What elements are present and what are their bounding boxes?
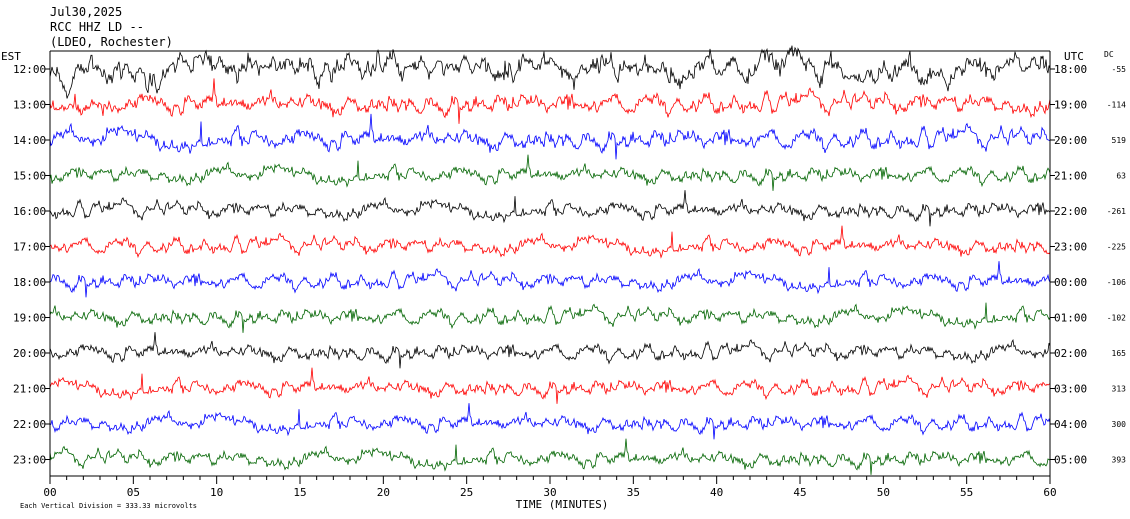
dc-offset-label: -114 xyxy=(1107,101,1126,110)
x-tick-label: 55 xyxy=(960,486,973,499)
utc-time-label: 22:00 xyxy=(1054,205,1087,218)
est-time-label: 18:00 xyxy=(13,276,46,289)
est-time-label: 20:00 xyxy=(13,347,46,360)
x-tick-label: 35 xyxy=(627,486,640,499)
trace-layer xyxy=(49,45,1051,475)
est-axis-title: EST xyxy=(1,50,21,63)
trace-line xyxy=(49,190,1051,227)
header-network: (LDEO, Rochester) xyxy=(50,35,173,49)
dc-offset-label: 313 xyxy=(1112,385,1127,394)
x-tick-label: 45 xyxy=(793,486,806,499)
dc-axis-title: DC xyxy=(1104,50,1114,59)
trace-line xyxy=(49,45,1051,99)
trace-line xyxy=(49,78,1051,124)
header-station: RCC HHZ LD -- xyxy=(50,20,144,34)
x-tick-label: 00 xyxy=(43,486,56,499)
utc-time-label: 05:00 xyxy=(1054,454,1087,467)
trace-line xyxy=(49,154,1051,191)
trace-line xyxy=(49,403,1051,440)
utc-time-label: 03:00 xyxy=(1054,383,1087,396)
utc-time-label: 04:00 xyxy=(1054,418,1087,431)
x-tick-label: 25 xyxy=(460,486,473,499)
x-tick-label: 05 xyxy=(127,486,140,499)
x-axis-ticks: 00 05 10 15 20 25 30 35 40 45 50 55 60 xyxy=(43,476,1057,499)
dc-offset-label: -225 xyxy=(1107,243,1126,252)
est-time-label: 12:00 xyxy=(13,63,46,76)
est-time-label: 13:00 xyxy=(13,99,46,112)
utc-time-label: 19:00 xyxy=(1054,99,1087,112)
x-tick-label: 30 xyxy=(543,486,556,499)
trace-line xyxy=(49,113,1051,160)
utc-time-label: 20:00 xyxy=(1054,134,1087,147)
trace-line xyxy=(49,332,1051,369)
x-tick-label: 15 xyxy=(293,486,306,499)
est-time-label: 17:00 xyxy=(13,241,46,254)
est-time-label: 14:00 xyxy=(13,134,46,147)
x-tick-label: 60 xyxy=(1043,486,1056,499)
dc-offset-label: -55 xyxy=(1112,65,1127,74)
dc-offset-label: -106 xyxy=(1107,278,1126,287)
trace-line xyxy=(49,438,1051,475)
utc-time-label: 21:00 xyxy=(1054,170,1087,183)
dc-offset-label: 300 xyxy=(1112,420,1127,429)
x-tick-label: 20 xyxy=(377,486,390,499)
trace-line xyxy=(49,261,1051,298)
est-time-label: 15:00 xyxy=(13,170,46,183)
dc-offset-label: -261 xyxy=(1107,207,1126,216)
dc-offset-label: 519 xyxy=(1112,136,1127,145)
x-tick-label: 40 xyxy=(710,486,723,499)
utc-time-label: 01:00 xyxy=(1054,312,1087,325)
trace-line xyxy=(49,302,1051,333)
est-time-label: 22:00 xyxy=(13,418,46,431)
x-axis-label: TIME (MINUTES) xyxy=(516,498,609,511)
x-tick-label: 50 xyxy=(877,486,890,499)
est-time-label: 21:00 xyxy=(13,383,46,396)
plot-frame xyxy=(49,50,1051,477)
est-time-label: 19:00 xyxy=(13,312,46,325)
dc-offset-label: -102 xyxy=(1107,314,1126,323)
utc-axis-title: UTC xyxy=(1064,50,1084,63)
trace-line xyxy=(49,367,1051,404)
header-date: Jul30,2025 xyxy=(50,5,122,19)
utc-time-label: 23:00 xyxy=(1054,241,1087,254)
est-time-label: 23:00 xyxy=(13,454,46,467)
dc-offset-label: 165 xyxy=(1112,349,1127,358)
row-labels: 12:00 18:00 -55 13:00 19:00 -114 14:00 20:00 519… xyxy=(13,63,1126,467)
scale-note: Each Vertical Division = 333.33 microvol… xyxy=(20,502,197,510)
x-tick-label: 10 xyxy=(210,486,223,499)
dc-offset-label: 63 xyxy=(1116,172,1126,181)
trace-line xyxy=(49,225,1051,259)
dc-offset-label: 393 xyxy=(1112,456,1127,465)
utc-time-label: 18:00 xyxy=(1054,63,1087,76)
utc-time-label: 02:00 xyxy=(1054,347,1087,360)
est-time-label: 16:00 xyxy=(13,205,46,218)
utc-time-label: 00:00 xyxy=(1054,276,1087,289)
